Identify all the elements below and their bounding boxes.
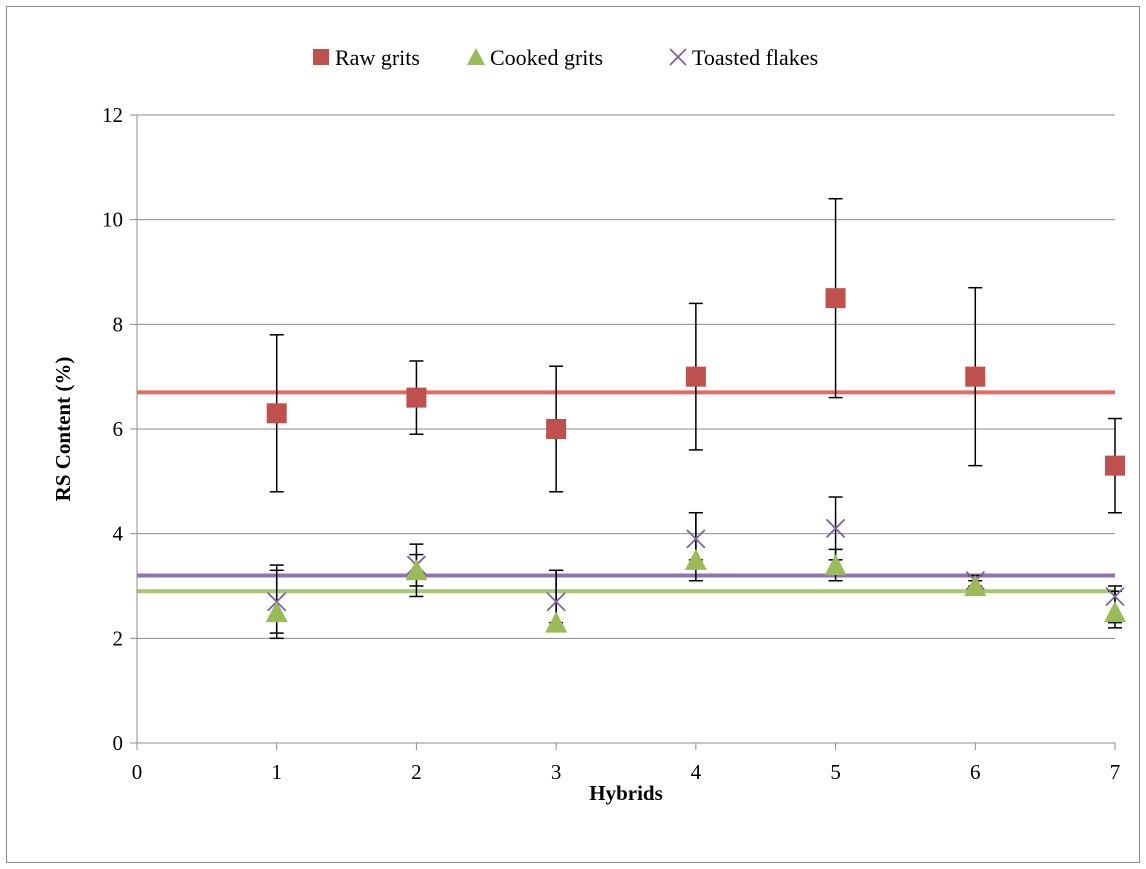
data-point — [965, 366, 986, 387]
y-tick-label: 4 — [113, 522, 124, 546]
data-point — [406, 387, 427, 408]
data-markers — [265, 288, 1126, 633]
y-tick-label: 12 — [102, 103, 123, 127]
data-point — [684, 548, 707, 570]
y-tick-label: 0 — [113, 731, 124, 755]
x-tick-label: 1 — [271, 760, 282, 784]
legend-swatch — [669, 48, 687, 66]
data-point — [825, 288, 846, 309]
x-tick-label: 3 — [551, 760, 562, 784]
legend-label: Cooked grits — [490, 45, 603, 70]
legend-swatch — [313, 49, 329, 65]
data-point — [546, 592, 566, 612]
chart-frame — [6, 6, 1140, 863]
y-tick-label: 2 — [113, 626, 124, 650]
x-stroke — [546, 592, 566, 612]
data-point — [545, 611, 568, 633]
data-point — [825, 518, 846, 539]
y-axis-title: RS Content (%) — [51, 357, 75, 502]
legend-item: Raw grits — [313, 45, 420, 70]
legend-item: Cooked grits — [467, 45, 603, 70]
y-tick-label: 6 — [113, 417, 124, 441]
y-tick-label: 8 — [113, 312, 124, 336]
legend-label: Raw grits — [335, 45, 420, 70]
x-tick-label: 0 — [132, 760, 143, 784]
x-tick-label: 7 — [1110, 760, 1121, 784]
y-tick-label: 10 — [102, 208, 123, 232]
x-stroke — [669, 48, 687, 66]
data-point — [1105, 455, 1125, 476]
data-point — [1104, 601, 1126, 623]
data-point — [964, 575, 987, 596]
data-point — [546, 419, 567, 439]
x-tick-label: 6 — [970, 760, 981, 784]
x-tick-label: 5 — [830, 760, 841, 784]
x-stroke — [825, 518, 846, 539]
legend-swatch — [467, 48, 485, 65]
data-point — [685, 366, 706, 387]
data-point — [265, 601, 288, 623]
x-tick-label: 2 — [411, 760, 422, 784]
gridlines — [137, 114, 1115, 639]
error-bars — [269, 197, 1122, 640]
data-point — [686, 529, 706, 549]
legend-label: Toasted flakes — [692, 45, 818, 70]
data-point — [824, 554, 847, 576]
x-stroke — [1105, 586, 1125, 607]
data-point — [405, 559, 428, 581]
legend-item: Toasted flakes — [669, 45, 818, 70]
mean-lines — [137, 390, 1115, 594]
data-point — [266, 403, 287, 424]
x-stroke — [686, 529, 706, 549]
x-axis-title: Hybrids — [589, 781, 663, 805]
data-point — [1105, 586, 1125, 607]
legend: Raw grits Cooked grits Toasted flakes — [313, 45, 818, 70]
x-tick-label: 4 — [691, 760, 702, 784]
